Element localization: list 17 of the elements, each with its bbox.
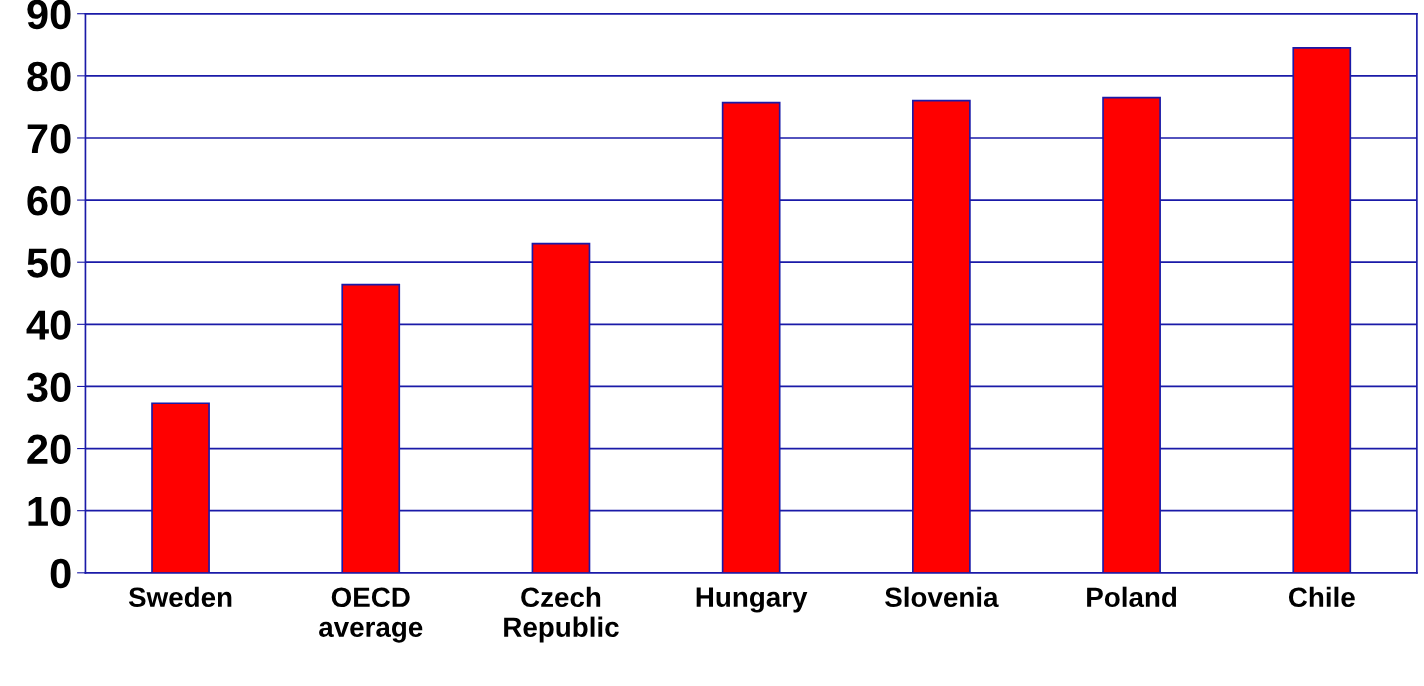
y-tick-label: 90 <box>27 0 71 30</box>
x-tick-label: Slovenia <box>885 586 999 608</box>
y-tick-label: 70 <box>27 123 71 154</box>
y-tick-label: 80 <box>27 61 71 92</box>
x-tick-label: Chile <box>1288 586 1355 608</box>
x-tick-label: Hungary <box>696 587 808 613</box>
y-tick-label: 10 <box>28 496 71 527</box>
y-tick-label: 30 <box>26 372 71 403</box>
y-tick-label: 40 <box>26 310 71 340</box>
y-tick-label: 60 <box>27 186 71 216</box>
y-tick-label: 20 <box>27 434 71 465</box>
x-tick-label: OECD average <box>319 587 423 643</box>
x-tick-label: Sweden <box>128 586 232 608</box>
y-tick-label: 0 <box>50 558 71 589</box>
x-tick-label: Czech Republic <box>504 586 619 643</box>
x-tick-label: Poland <box>1087 586 1177 608</box>
y-tick-label: 50 <box>27 248 71 278</box>
